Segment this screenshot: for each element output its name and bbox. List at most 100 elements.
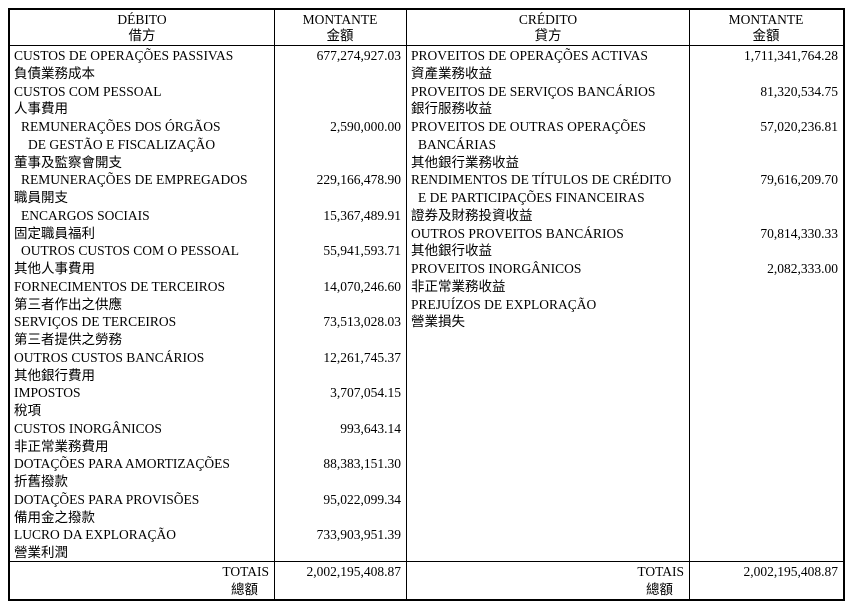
credit-section: CRÉDITO 貸方 MONTANTE 金額 PROVEITOS DE OPER… [407,10,843,599]
row-label: SERVIÇOS DE TERCEIROS [14,314,177,330]
row-amount: 95,022,099.34 [323,491,401,507]
row-label: CUSTOS DE OPERAÇÕES PASSIVAS [14,48,234,63]
credit-table-line: 資產業務收益 [407,65,843,83]
row-amount [274,225,406,243]
credit-totals-label-zh: 總額 [646,581,673,597]
row-label: CUSTOS COM PESSOAL [14,83,162,99]
row-amount: 57,020,236.81 [760,119,838,134]
row-label: 非正常業務收益 [411,278,506,294]
row-amount: 81,320,534.75 [760,83,838,99]
credit-header-title: CRÉDITO 貸方 [407,10,689,45]
row-label: 固定職員福利 [14,225,95,241]
debit-table-line: 非正常業務費用 [10,438,406,456]
row-label: PROVEITOS DE SERVIÇOS BANCÁRIOS [411,83,656,99]
row-amount [689,65,843,83]
row-amount [689,136,843,154]
row-amount [274,438,406,456]
row-amount [689,313,843,331]
credit-table-line: 營業損失 [407,313,843,331]
debit-section: DÉBITO 借方 MONTANTE 金額 CUSTOS DE OPERAÇÕE… [10,10,407,599]
row-amount [274,509,406,527]
row-amount: 88,383,151.30 [323,456,401,472]
row-label: 營業利潤 [14,545,68,560]
debit-title-pt: DÉBITO [117,12,167,27]
credit-header-amount: MONTANTE 金額 [689,10,843,45]
debit-table-line: IMPOSTOS 3,707,054.15 [10,384,406,402]
debit-table-line: SERVIÇOS DE TERCEIROS 73,513,028.03 [10,313,406,331]
debit-table-line: DOTAÇÕES PARA AMORTIZAÇÕES 88,383,151.30 [10,455,406,473]
debit-table-line: 稅項 [10,402,406,420]
row-amount: 733,903,951.39 [316,527,401,543]
debit-header-row: DÉBITO 借方 MONTANTE 金額 [10,10,406,46]
row-label: 其他銀行收益 [411,243,492,259]
debit-table-line: OUTROS CUSTOS BANCÁRIOS 12,261,745.37 [10,349,406,367]
credit-table-line: PROVEITOS INORGÂNICOS 2,082,333.00 [407,260,843,278]
credit-title-pt: CRÉDITO [518,12,578,27]
debit-header-title: DÉBITO 借方 [10,10,274,45]
row-label: BANCÁRIAS [418,136,497,152]
debit-table-line: 營業利潤 [10,544,406,561]
debit-totals-line-2: 總額 [10,581,406,599]
debit-total-amount-spacer [274,581,406,599]
credit-total-amount: 2,002,195,408.87 [743,564,839,579]
debit-table-line: 第三者作出之供應 [10,296,406,314]
debit-rows: CUSTOS DE OPERAÇÕES PASSIVAS 677,274,927.… [10,46,406,561]
row-amount: 14,070,246.60 [323,278,401,294]
row-amount [274,189,406,207]
row-amount [689,207,843,225]
row-label: 其他人事費用 [14,261,95,276]
row-label: OUTROS CUSTOS BANCÁRIOS [14,349,205,365]
row-amount [274,154,406,172]
debit-table-line: LUCRO DA EXPLORAÇÃO 733,903,951.39 [10,526,406,544]
row-label: OUTROS CUSTOS COM O PESSOAL [21,243,240,259]
credit-table-line: 銀行服務收益 [407,100,843,118]
row-amount [689,296,843,314]
row-label: DE GESTÃO E FISCALIZAÇÃO [28,136,216,152]
row-amount [274,544,406,561]
debit-table-line: 其他銀行費用 [10,367,406,385]
debit-table-line: CUSTOS DE OPERAÇÕES PASSIVAS 677,274,927.… [10,47,406,65]
debit-table-line: 人事費用 [10,100,406,118]
credit-amount-header-pt: MONTANTE [728,12,804,27]
credit-totals-row: TOTAIS 2,002,195,408.87 總額 [407,561,843,599]
debit-table-line: 備用金之撥款 [10,509,406,527]
credit-table-line: 證券及財務投資收益 [407,207,843,225]
credit-table-line: PREJUÍZOS DE EXPLORAÇÃO [407,296,843,314]
debit-table-line: 其他人事費用 [10,260,406,278]
credit-header-row: CRÉDITO 貸方 MONTANTE 金額 [407,10,843,46]
debit-total-amount: 2,002,195,408.87 [306,564,402,579]
row-label: 備用金之撥款 [14,509,95,525]
row-amount [274,331,406,349]
row-amount [274,402,406,420]
debit-table-line: 董事及監察會開支 [10,154,406,172]
row-label: E DE PARTICIPAÇÕES FINANCEIRAS [418,190,645,205]
row-amount [274,136,406,154]
row-label: IMPOSTOS [14,385,81,401]
credit-total-amount-spacer [689,581,843,599]
row-amount [274,473,406,491]
row-label: REMUNERAÇÕES DOS ÓRGÃOS [21,119,221,134]
debit-table-line: OUTROS CUSTOS COM O PESSOAL 55,941,593.71 [10,242,406,260]
credit-table-line: 非正常業務收益 [407,278,843,296]
debit-header-amount: MONTANTE 金額 [274,10,406,45]
row-amount [689,189,843,207]
debit-table-line: 第三者提供之勞務 [10,331,406,349]
row-label: 其他銀行業務收益 [411,154,519,170]
debit-title-zh: 借方 [128,28,156,43]
row-amount: 2,590,000.00 [330,119,401,134]
debit-table-line: REMUNERAÇÕES DOS ÓRGÃOS 2,590,000.00 [10,118,406,136]
row-amount [689,154,843,172]
row-label: 第三者作出之供應 [14,296,122,312]
row-label: 資產業務收益 [411,65,492,81]
debit-table-line: CUSTOS INORGÂNICOS 993,643.14 [10,420,406,438]
row-amount [689,242,843,260]
row-amount: 79,616,209.70 [760,172,838,188]
row-amount [689,100,843,118]
credit-table-line: BANCÁRIAS [407,136,843,154]
row-label: PROVEITOS DE OPERAÇÕES ACTIVAS [411,48,648,63]
debit-table-line: ENCARGOS SOCIAIS 15,367,489.91 [10,207,406,225]
row-amount: 12,261,745.37 [323,349,401,365]
credit-totals-line-2: 總額 [407,581,843,599]
row-amount: 677,274,927.03 [316,48,401,63]
profit-loss-table: DÉBITO 借方 MONTANTE 金額 CUSTOS DE OPERAÇÕE… [8,8,845,601]
